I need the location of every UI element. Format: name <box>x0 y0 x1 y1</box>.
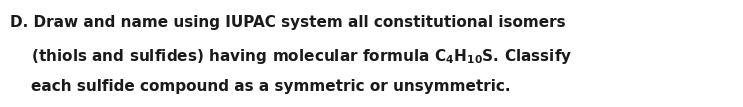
Text: (thiols and sulfides) having molecular formula $\mathbf{C_4H_{10}S}$. Classify: (thiols and sulfides) having molecular f… <box>10 47 572 66</box>
Text: D. Draw and name using IUPAC system all constitutional isomers: D. Draw and name using IUPAC system all … <box>10 15 565 30</box>
Text: each sulfide compound as a symmetric or unsymmetric.: each sulfide compound as a symmetric or … <box>10 79 510 94</box>
